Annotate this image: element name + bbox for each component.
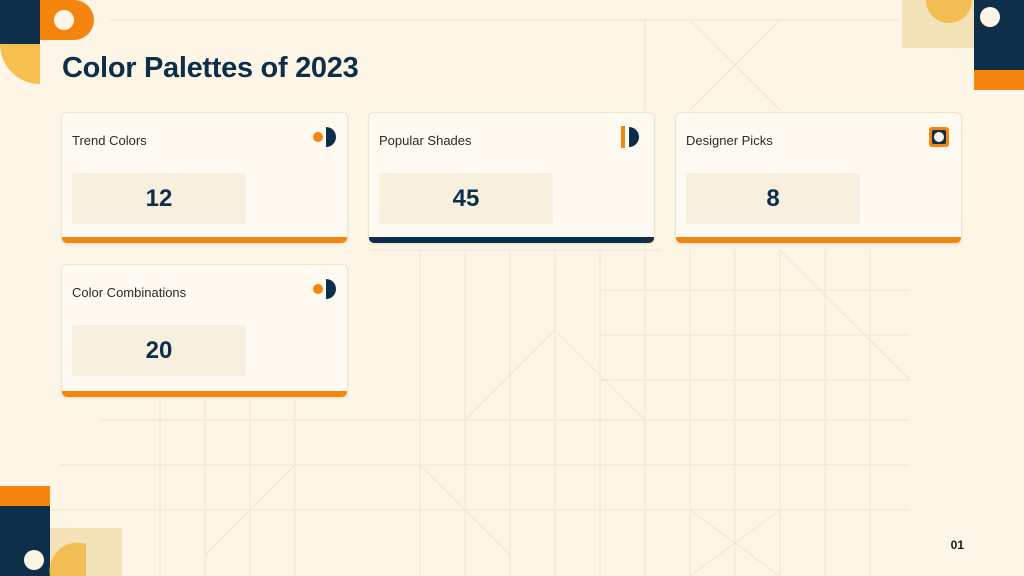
corner-decoration-bottom-left [0,486,122,576]
corner-decoration-top-right [902,0,1024,90]
page-number: 01 [950,538,964,552]
corner-decoration-top-left [0,0,94,84]
half-circle-dot-icon [313,279,336,299]
value-box: 12 [72,173,246,224]
card-accent-bar [62,391,347,397]
card-value: 45 [452,184,480,212]
stat-card-color-combinations: Color Combinations 20 [61,264,348,398]
card-value: 12 [145,184,173,212]
stat-card-trend-colors: Trend Colors 12 [61,112,348,244]
card-accent-bar [62,237,347,243]
card-value: 20 [145,336,173,364]
stat-card-popular-shades: Popular Shades 45 [368,112,655,244]
bar-half-circle-icon [621,126,639,148]
value-box: 45 [379,173,553,224]
ring-square-icon [929,127,949,147]
card-label: Designer Picks [686,133,773,148]
card-accent-bar [369,237,654,243]
page-title: Color Palettes of 2023 [62,52,359,84]
card-accent-bar [676,237,961,243]
half-circle-dot-icon [313,127,336,147]
card-label: Popular Shades [379,133,472,148]
value-box: 20 [72,325,246,376]
card-label: Trend Colors [72,133,147,148]
stat-card-designer-picks: Designer Picks 8 [675,112,962,244]
value-box: 8 [686,173,860,224]
card-label: Color Combinations [72,285,187,300]
card-value: 8 [766,184,780,212]
